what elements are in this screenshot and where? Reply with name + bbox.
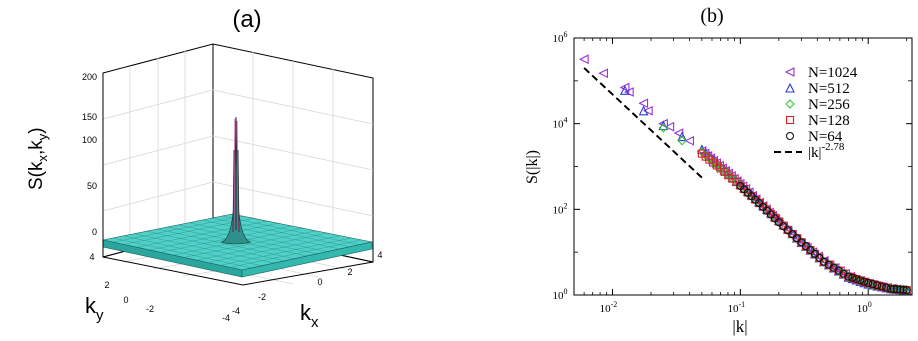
panel-b-label: (b) (700, 5, 723, 27)
kx-tick-2: 2 (347, 267, 352, 277)
kx-axis-line (242, 261, 374, 286)
data-point (856, 276, 865, 285)
data-point (642, 105, 653, 116)
y-tick-label: 104 (553, 116, 568, 131)
surface (102, 116, 373, 278)
x-tick-label: 10-1 (728, 300, 746, 315)
kx-tick-4: 4 (377, 250, 382, 260)
kx-tick-m4: -4 (232, 306, 240, 316)
legend-marker (785, 82, 795, 93)
data-point (896, 285, 905, 294)
fit-line-layer (583, 67, 703, 179)
ky-axis-line (102, 256, 244, 286)
legend-item: N=1024 (784, 65, 858, 81)
y-tick-label: 100 (553, 287, 568, 302)
axis-ticks (573, 37, 912, 296)
data-point (824, 260, 834, 270)
legend-label: N=64 (808, 129, 843, 145)
panel-a-label: (a) (232, 6, 261, 33)
ky-tick-4: 4 (89, 252, 94, 262)
data-point (864, 279, 873, 288)
z-tick-100: 100 (82, 135, 97, 145)
ky-tick-2: 2 (104, 280, 109, 290)
data-point (664, 121, 675, 132)
kx-tick-0: 0 (317, 277, 322, 287)
series-N=512 (619, 85, 912, 295)
data-point (658, 123, 669, 133)
y-axis-label: S(|k|) (524, 150, 541, 184)
legend-marker (785, 99, 795, 109)
z-tick-labels: 0 50 100 150 200 (82, 72, 97, 237)
ky-axis-label: ky (85, 293, 104, 324)
data-points-layer (578, 54, 912, 296)
fit-line (583, 67, 703, 179)
data-point (889, 284, 898, 294)
data-point (774, 218, 783, 227)
data-point (860, 277, 869, 286)
series-N=64 (736, 181, 911, 295)
data-point (899, 285, 908, 294)
series-N=128 (697, 149, 911, 295)
x-tick-label: 10-2 (600, 300, 618, 315)
plot-frame (573, 37, 913, 296)
data-point (677, 131, 687, 142)
data-point (902, 286, 911, 295)
axes-grid (102, 51, 374, 285)
legend-marker (785, 131, 795, 141)
data-point (886, 284, 895, 293)
legend-item: N=256 (785, 97, 850, 113)
legend-label: N=1024 (808, 65, 858, 81)
panel-a-surface-plot: (a) (26, 6, 383, 331)
data-point (788, 230, 797, 239)
z-tick-50: 50 (87, 181, 97, 191)
data-point (877, 282, 886, 291)
ky-tick-m4: -4 (222, 313, 230, 323)
data-point (638, 98, 649, 109)
series-N=256 (658, 123, 912, 295)
panel-b-loglog-plot: (b) 10-2 10-1 100 100 102 104 106 S(|k|) |k| N… (524, 5, 913, 336)
legend-label: N=128 (808, 113, 850, 129)
data-point (852, 275, 861, 284)
kx-tick-m2: -2 (258, 292, 266, 302)
data-point (868, 280, 877, 289)
data-point (578, 54, 589, 65)
z-tick-0: 0 (92, 227, 97, 237)
legend-marker (785, 115, 795, 125)
kx-tick-labels: -4 -2 0 2 4 (232, 250, 383, 316)
data-point (779, 222, 788, 231)
data-point (598, 68, 609, 79)
x-tick-label: 100 (857, 300, 872, 315)
legend-item: N=512 (785, 81, 850, 97)
surface-peak (232, 117, 240, 233)
data-point (783, 226, 792, 235)
z-tick-150: 150 (82, 112, 97, 122)
z-axis-label: S(kx,ky) (26, 127, 50, 190)
data-point (638, 105, 649, 116)
y-tick-label: 102 (553, 201, 568, 216)
legend-item: N=128 (785, 113, 850, 129)
data-point (792, 234, 801, 243)
legend-marker (784, 67, 795, 77)
data-point (873, 281, 882, 290)
data-point (844, 272, 853, 281)
ky-tick-labels: 4 2 0 -2 -4 (89, 252, 230, 323)
x-axis-label: |k| (732, 317, 747, 336)
data-point (619, 85, 630, 95)
data-point (684, 135, 695, 146)
data-point (882, 283, 891, 292)
ky-tick-m2: -2 (146, 304, 154, 314)
series-N=1024 (578, 54, 906, 296)
kx-axis-label: kx (300, 300, 319, 331)
data-point (677, 135, 687, 146)
legend-item: N=64 (785, 129, 843, 145)
legend-label: N=256 (808, 97, 850, 113)
data-point (848, 273, 857, 282)
y-tick-label: 106 (553, 30, 568, 45)
legend-label: N=512 (808, 81, 850, 97)
data-point (893, 285, 902, 294)
ky-tick-0: 0 (123, 295, 128, 305)
z-tick-200: 200 (82, 72, 97, 82)
